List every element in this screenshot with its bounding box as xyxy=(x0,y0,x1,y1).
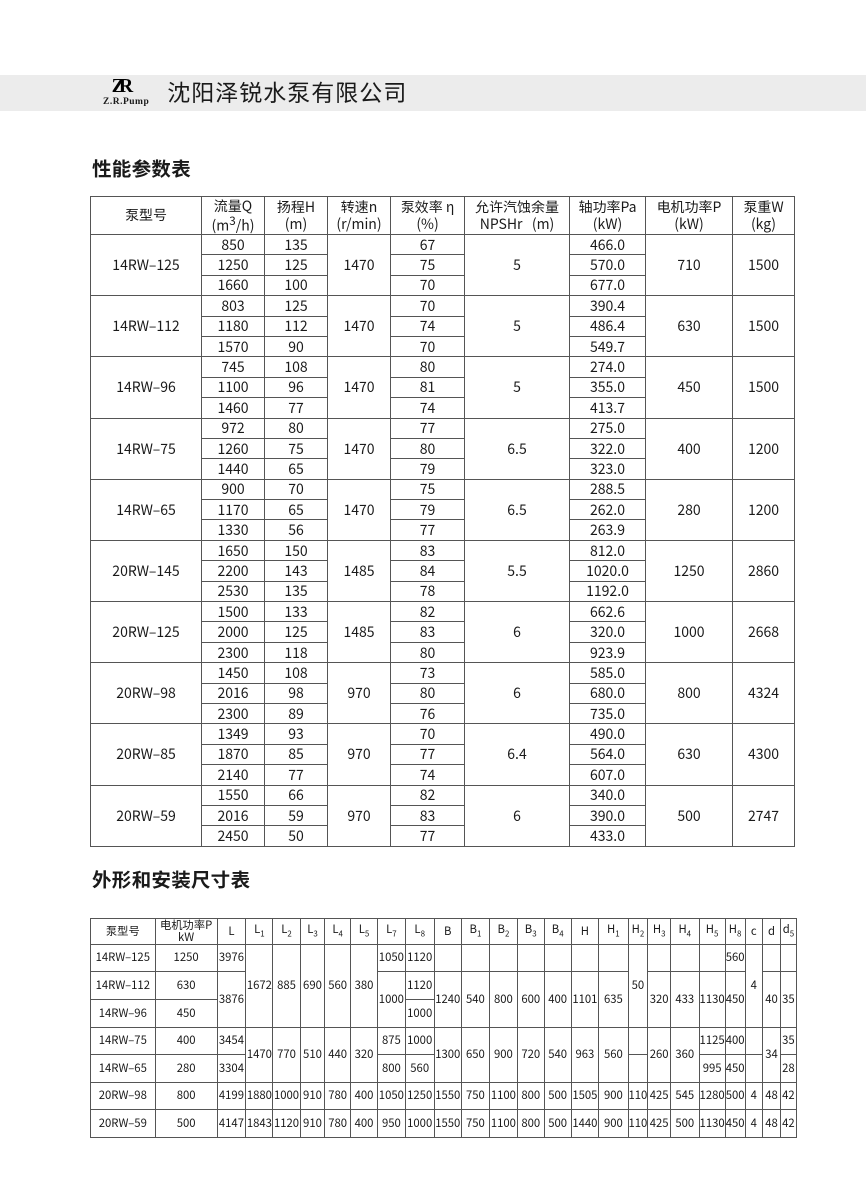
svg-text:ZR: ZR xyxy=(111,75,133,97)
